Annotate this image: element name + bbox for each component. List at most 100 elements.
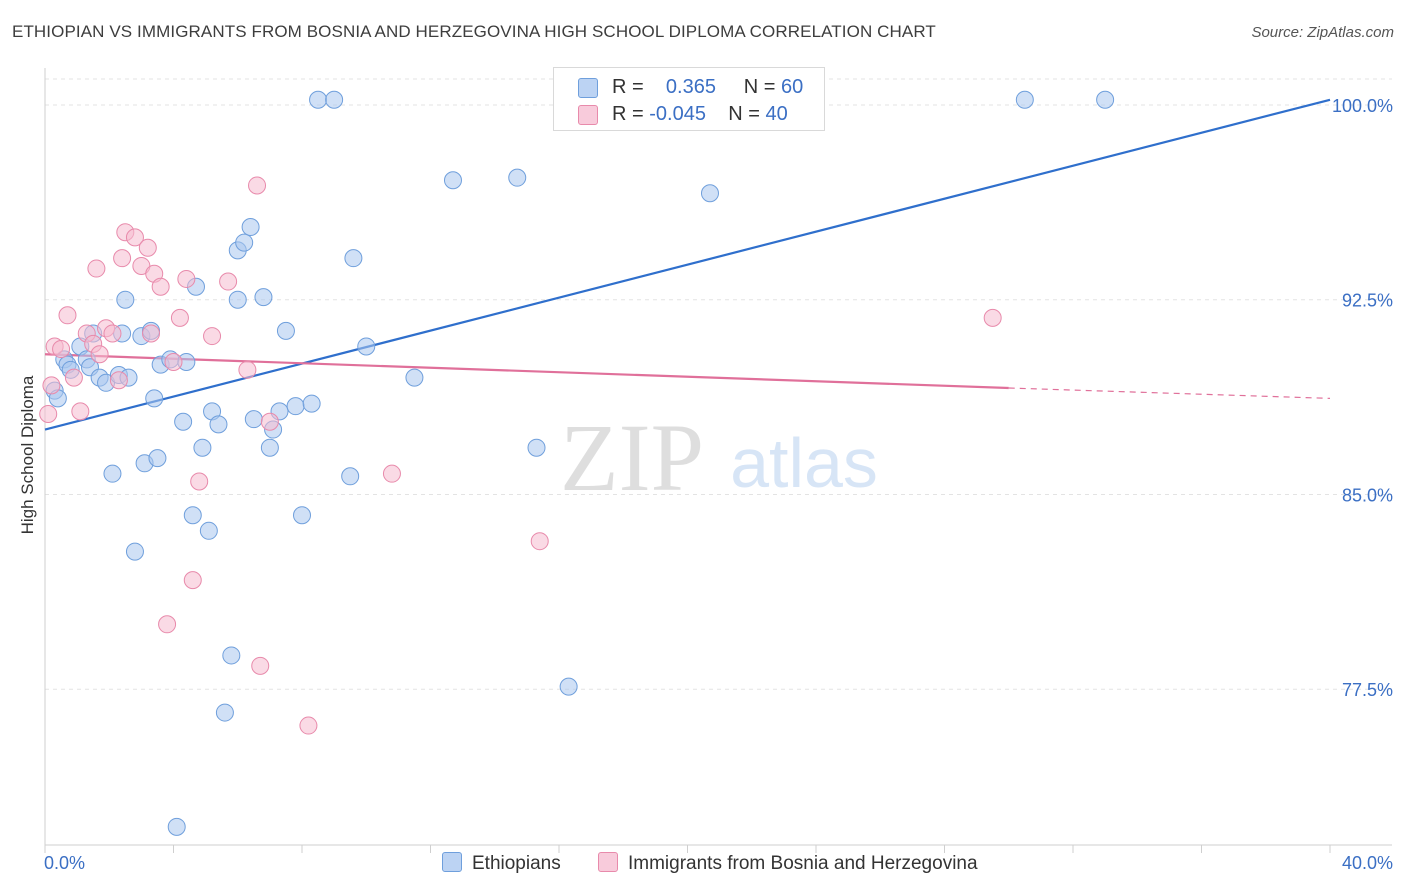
point-ethiopians — [443, 171, 462, 190]
point-bosnia — [138, 238, 157, 257]
point-ethiopians — [260, 438, 279, 457]
point-ethiopians — [302, 394, 321, 413]
legend-swatch-blue — [578, 78, 598, 98]
point-bosnia — [151, 277, 170, 296]
point-ethiopians — [148, 449, 167, 468]
legend-swatch-pink — [578, 105, 598, 125]
legend-n-label: N = — [728, 103, 760, 125]
source-label: Source: ZipAtlas.com — [1251, 24, 1394, 41]
point-ethiopians — [235, 233, 254, 252]
point-ethiopians — [559, 677, 578, 696]
tick-label-layer: 77.5% 85.0% 92.5% 100.0% 0.0% 40.0% — [44, 96, 1393, 873]
point-bosnia — [530, 532, 549, 551]
point-ethiopians — [244, 410, 263, 429]
axis-layer — [44, 68, 1392, 853]
point-bosnia — [42, 376, 61, 395]
point-bosnia — [382, 464, 401, 483]
point-ethiopians — [209, 415, 228, 434]
trendline-bosnia-extension — [1008, 387, 1331, 399]
legend-r-value: 0.365 — [665, 76, 716, 98]
watermark-atlas: atlas — [730, 424, 878, 502]
point-ethiopians — [276, 321, 295, 340]
bottom-legend-label: Immigrants from Bosnia and Herzegovina — [628, 853, 978, 874]
point-ethiopians — [241, 218, 260, 237]
legend-r-value: -0.045 — [649, 103, 706, 125]
point-bosnia — [109, 371, 128, 390]
point-ethiopians — [222, 646, 241, 665]
bottom-legend-swatch-pink — [598, 852, 618, 872]
point-ethiopians — [215, 703, 234, 722]
trendline-bosnia — [44, 353, 1009, 390]
y-tick-label: 85.0% — [1342, 485, 1393, 505]
legend-n-label: N = — [743, 76, 776, 98]
point-ethiopians — [527, 438, 546, 457]
y-tick-label: 100.0% — [1332, 96, 1393, 116]
point-bosnia — [58, 306, 77, 325]
point-ethiopians — [167, 817, 186, 836]
point-bosnia — [177, 269, 196, 288]
point-bosnia — [238, 360, 257, 379]
y-axis-title: High School Diploma — [18, 375, 37, 535]
point-bosnia — [219, 272, 238, 291]
legend-r-label: R = — [612, 76, 644, 98]
points-layer — [39, 90, 1115, 836]
point-bosnia — [158, 615, 177, 634]
point-ethiopians — [405, 368, 424, 387]
x-tick-label-min: 0.0% — [44, 853, 85, 873]
legend-n-value: 40 — [765, 103, 788, 125]
point-bosnia — [190, 472, 209, 491]
point-bosnia — [142, 324, 161, 343]
point-bosnia — [71, 402, 90, 421]
correlation-legend: R = 0.365 N = 60 R = -0.045 N = 40 — [553, 67, 825, 131]
point-ethiopians — [293, 506, 311, 525]
y-tick-label: 77.5% — [1342, 680, 1393, 700]
point-ethiopians — [125, 542, 144, 561]
watermark-zip: ZIP — [560, 404, 704, 511]
point-ethiopians — [309, 90, 328, 109]
point-bosnia — [87, 259, 106, 278]
point-ethiopians — [286, 397, 305, 416]
point-ethiopians — [325, 90, 344, 109]
point-bosnia — [983, 308, 1002, 327]
point-ethiopians — [1096, 90, 1115, 109]
point-ethiopians — [193, 438, 212, 457]
legend-n-value: 60 — [781, 76, 804, 98]
point-bosnia — [299, 716, 318, 735]
point-ethiopians — [254, 288, 273, 307]
trend-layer — [44, 98, 1331, 431]
point-bosnia — [113, 249, 132, 268]
grid-layer — [45, 78, 1392, 690]
point-ethiopians — [228, 290, 247, 309]
bottom-legend-label: Ethiopians — [472, 853, 561, 874]
point-bosnia — [125, 228, 144, 247]
point-ethiopians — [103, 464, 122, 483]
point-bosnia — [39, 404, 58, 423]
point-ethiopians — [357, 337, 376, 356]
trendline-ethiopians — [44, 98, 1331, 431]
point-bosnia — [183, 571, 202, 590]
point-ethiopians — [344, 249, 363, 268]
bottom-legend-ethiopians: Ethiopians — [442, 852, 561, 875]
point-bosnia — [248, 176, 267, 195]
bottom-legend-bosnia: Immigrants from Bosnia and Herzegovina — [598, 852, 978, 875]
bottom-legend-swatch-blue — [442, 852, 462, 872]
x-tick-label-max: 40.0% — [1342, 853, 1393, 873]
point-bosnia — [164, 353, 183, 372]
point-bosnia — [251, 656, 270, 675]
point-bosnia — [103, 324, 122, 343]
point-bosnia — [90, 345, 109, 364]
point-ethiopians — [508, 168, 527, 187]
point-bosnia — [64, 368, 83, 387]
y-tick-label: 92.5% — [1342, 291, 1393, 311]
point-ethiopians — [199, 521, 218, 540]
chart-title: ETHIOPIAN VS IMMIGRANTS FROM BOSNIA AND … — [12, 22, 936, 41]
point-ethiopians — [1015, 90, 1034, 109]
watermark: ZIP atlas — [560, 404, 878, 511]
point-ethiopians — [700, 184, 719, 203]
point-bosnia — [52, 340, 71, 359]
point-bosnia — [260, 412, 279, 431]
point-ethiopians — [174, 412, 193, 431]
point-bosnia — [170, 308, 189, 327]
legend-r-label: R = — [612, 103, 644, 125]
